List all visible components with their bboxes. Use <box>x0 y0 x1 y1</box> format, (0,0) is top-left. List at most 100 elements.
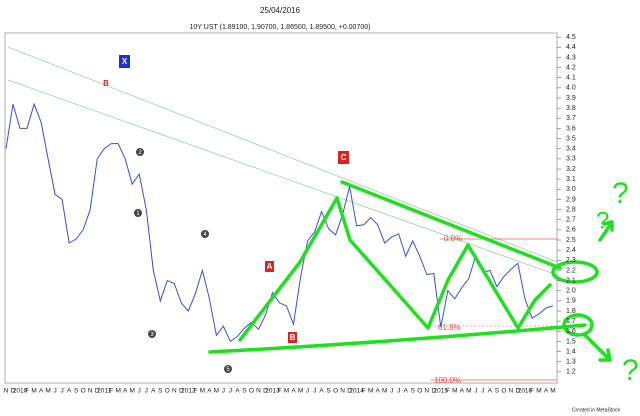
wave-markers <box>134 148 232 373</box>
y-tick-label: 4.0 <box>566 85 576 92</box>
trend-channel <box>7 46 558 263</box>
x-tick-label: J <box>145 388 148 395</box>
wave-label: X <box>122 57 128 66</box>
x-tick-label: J <box>306 388 309 395</box>
x-tick-label: O <box>81 388 86 395</box>
y-tick-label: 4.4 <box>566 44 576 51</box>
x-tick-label: A <box>319 388 324 395</box>
fib-label: 0.0% <box>444 234 462 243</box>
x-tick-label: A <box>376 388 381 395</box>
y-tick-label: 2.8 <box>566 206 576 213</box>
circle-mark <box>562 313 594 337</box>
x-tick-label: J <box>222 388 225 395</box>
x-tick-label: S <box>495 388 500 395</box>
y-tick-label: 1.2 <box>566 369 576 376</box>
wave-label: A <box>267 262 273 271</box>
y-tick-label: 3.5 <box>566 135 576 142</box>
y-tick-label: 1.8 <box>566 308 576 315</box>
x-tick-label: O <box>165 388 170 395</box>
x-tick-label: M <box>115 388 120 395</box>
x-tick-label: J <box>229 388 232 395</box>
x-tick-label: F <box>362 388 366 395</box>
y-tick-label: 3.6 <box>566 125 576 132</box>
x-tick-label: M <box>200 388 205 395</box>
x-tick-label: A <box>291 388 296 395</box>
y-tick-label: 2.5 <box>566 237 576 244</box>
x-tick-label: J <box>481 388 484 395</box>
x-tick-label: M <box>368 388 373 395</box>
y-tick-label: 2.7 <box>566 217 576 224</box>
y-tick-label: 4.5 <box>566 34 576 41</box>
x-tick-label: F <box>530 388 534 395</box>
wave-circle <box>201 230 209 238</box>
wave-number: 1 <box>136 211 140 217</box>
x-tick-label: 2015 <box>434 388 449 395</box>
x-tick-label: D <box>11 388 16 395</box>
x-tick-label: O <box>249 388 254 395</box>
x-tick-label: N <box>256 388 261 395</box>
circle-mark <box>551 260 599 284</box>
x-tick-label: D <box>516 388 521 395</box>
x-tick-label: M <box>31 388 36 395</box>
y-tick-label: 2.1 <box>566 277 576 284</box>
fib-label: 100.0% <box>434 376 461 385</box>
x-tick-label: A <box>123 388 128 395</box>
wave-label: C <box>341 153 347 162</box>
y-tick-label: 1.6 <box>566 328 576 335</box>
x-tick-label: 2011 <box>97 388 111 395</box>
x-tick-label: D <box>95 388 100 395</box>
price-line <box>5 102 554 343</box>
x-tick-label: 2010 <box>13 388 28 395</box>
x-tick-label: M <box>298 388 303 395</box>
wave-circle <box>134 209 142 217</box>
footer: Created in MetaStock <box>572 407 621 413</box>
x-tick-label: A <box>488 388 493 395</box>
y-tick-label: 3.1 <box>566 176 576 183</box>
x-tick-label: D <box>179 388 184 395</box>
x-tick-label: D <box>263 388 268 395</box>
x-tick-label: N <box>172 388 177 395</box>
x-tick-label: 2016 <box>518 388 533 395</box>
fib-label: 61.8% <box>438 323 461 332</box>
x-tick-label: F <box>278 388 282 395</box>
x-tick-label: A <box>235 388 240 395</box>
y-tick-label: 3.7 <box>566 115 576 122</box>
wave-circle <box>148 330 156 338</box>
series-layer <box>5 102 554 343</box>
x-tick-label: J <box>53 388 56 395</box>
x-tick-label: J <box>397 388 400 395</box>
y-tick-label: 2.4 <box>566 247 576 254</box>
x-tick-label: A <box>460 388 465 395</box>
x-tick-label: O <box>501 388 506 395</box>
x-tick-label: M <box>130 388 135 395</box>
question-mark: ? <box>622 354 639 387</box>
x-tick-label: S <box>411 388 416 395</box>
x-tick-label: N <box>509 388 514 395</box>
chart-title: 25/04/2016 <box>260 6 301 15</box>
x-tick-label: D <box>347 388 352 395</box>
x-tick-label: F <box>25 388 29 395</box>
plot-frame <box>4 32 558 384</box>
x-tick-label: 2012 <box>181 388 196 395</box>
y-tick-label: 1.4 <box>566 348 576 355</box>
x-tick-label: A <box>39 388 44 395</box>
wave-label: B <box>290 333 296 342</box>
y-tick-label: 1.3 <box>566 359 576 366</box>
label-box <box>119 55 130 68</box>
y-tick-label: 1.5 <box>566 338 576 345</box>
x-tick-label: N <box>424 388 429 395</box>
x-tick-label: S <box>158 388 163 395</box>
x-tick-label: A <box>67 388 72 395</box>
x-tick-label: 2013 <box>265 388 280 395</box>
x-tick-label: N <box>4 388 9 395</box>
x-tick-label: S <box>74 388 79 395</box>
arrow <box>583 333 612 362</box>
question-mark: ? <box>612 177 629 210</box>
y-tick-label: 2.3 <box>566 257 576 264</box>
x-tick-label: S <box>242 388 247 395</box>
x-tick-label: M <box>536 388 541 395</box>
support-line <box>208 323 587 354</box>
y-tick-label: 3.2 <box>566 166 576 173</box>
y-tick-label: 3.4 <box>566 146 576 153</box>
